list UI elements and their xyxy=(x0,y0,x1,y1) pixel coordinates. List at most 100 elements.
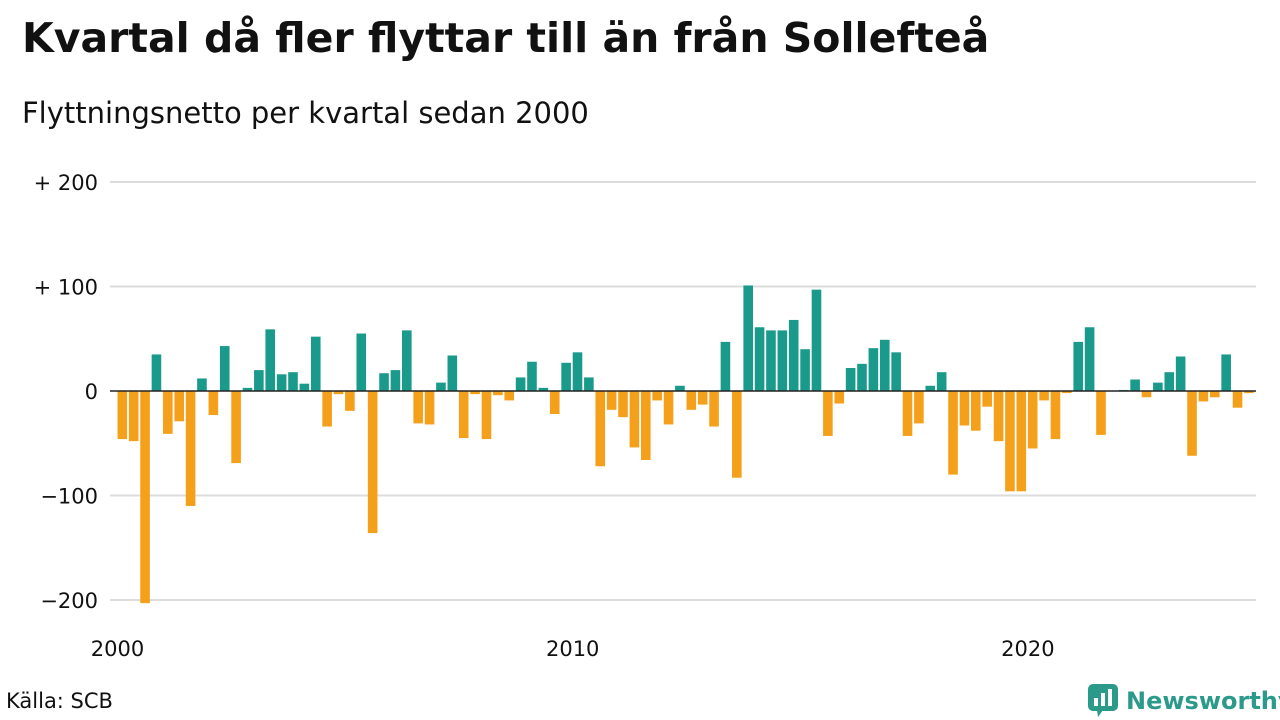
brand-logo: Newsworthy xyxy=(1088,684,1280,718)
bar xyxy=(754,327,765,391)
bar xyxy=(811,289,822,391)
bar xyxy=(185,391,196,506)
x-tick-label: 2020 xyxy=(1001,637,1054,661)
bar xyxy=(561,362,571,391)
bar xyxy=(493,391,503,396)
bars xyxy=(110,285,1256,604)
bar xyxy=(595,391,606,467)
y-tick-label: 0 xyxy=(85,380,98,404)
bar xyxy=(515,377,526,391)
bar xyxy=(356,333,367,391)
bar xyxy=(481,391,492,440)
bar xyxy=(732,391,742,478)
x-tick-label: 2010 xyxy=(546,637,599,661)
bar xyxy=(766,330,776,391)
bar xyxy=(1039,391,1049,401)
bar xyxy=(219,346,230,391)
bar xyxy=(584,377,594,391)
x-tick-label: 2000 xyxy=(91,637,144,661)
bar xyxy=(1187,391,1197,456)
bar xyxy=(925,385,936,391)
bar xyxy=(914,391,924,424)
bar xyxy=(151,354,162,391)
bar xyxy=(436,382,446,391)
y-tick-label: + 100 xyxy=(34,276,98,300)
bar xyxy=(743,285,753,391)
bar xyxy=(447,355,458,391)
chart-subtitle: Flyttningsnetto per kvartal sedan 2000 xyxy=(22,96,589,130)
bar xyxy=(1050,391,1061,440)
bar xyxy=(208,391,219,416)
bar xyxy=(982,391,992,407)
bar xyxy=(504,391,515,401)
bar xyxy=(800,349,810,391)
bar xyxy=(993,391,1004,442)
bar xyxy=(936,372,947,391)
bar xyxy=(834,391,845,404)
bar xyxy=(549,391,560,414)
bar xyxy=(1244,391,1254,394)
bar xyxy=(709,391,719,427)
bar xyxy=(1209,391,1220,398)
bar xyxy=(629,391,640,448)
bar xyxy=(1027,391,1038,449)
brand-name: Newsworthy xyxy=(1126,687,1280,715)
bar xyxy=(299,383,310,391)
bar xyxy=(128,391,139,442)
bar xyxy=(606,391,617,410)
bar xyxy=(879,339,890,391)
bar xyxy=(117,391,128,440)
bar xyxy=(402,330,412,391)
bar xyxy=(1084,327,1095,391)
bar xyxy=(777,330,788,391)
bar xyxy=(572,352,583,391)
bar xyxy=(322,391,332,427)
bar xyxy=(458,391,469,439)
chart-title: Kvartal då fler flyttar till än från Sol… xyxy=(22,14,990,62)
bar xyxy=(470,391,480,395)
bar xyxy=(1141,391,1152,398)
bar xyxy=(333,391,344,395)
bar xyxy=(174,391,184,422)
grid-lines xyxy=(110,181,1256,601)
bar xyxy=(663,391,674,425)
bar xyxy=(254,370,264,391)
bar xyxy=(652,391,662,401)
y-axis-labels: + 200 + 100 0 −100 −200 xyxy=(34,171,98,613)
bar xyxy=(379,373,389,392)
bar xyxy=(310,336,321,391)
x-axis-labels: 2000 2010 2020 xyxy=(91,637,1055,661)
bar xyxy=(1073,341,1084,391)
y-tick-label: + 200 xyxy=(34,171,98,195)
bar xyxy=(1130,379,1140,391)
bar xyxy=(697,391,708,405)
bar xyxy=(413,391,423,424)
bar xyxy=(390,370,401,391)
y-tick-label: −100 xyxy=(40,485,98,509)
bar xyxy=(675,385,685,391)
bar xyxy=(686,391,697,410)
bar xyxy=(1164,372,1175,391)
bar xyxy=(1153,382,1163,391)
bar xyxy=(1016,391,1027,492)
bar xyxy=(288,372,298,391)
bar xyxy=(891,352,901,391)
bar xyxy=(720,341,731,391)
bar xyxy=(845,368,856,391)
bar xyxy=(231,391,241,464)
bar xyxy=(538,387,549,391)
bar xyxy=(1175,356,1186,391)
bar xyxy=(1232,391,1243,408)
bar xyxy=(1005,391,1015,492)
bar xyxy=(424,391,435,425)
bar xyxy=(902,391,913,436)
bar xyxy=(823,391,833,436)
bar xyxy=(345,391,355,411)
bar xyxy=(1221,354,1231,391)
bar xyxy=(527,361,537,391)
bar xyxy=(242,387,253,391)
bar xyxy=(948,391,958,475)
bar xyxy=(1198,391,1209,402)
bar xyxy=(971,391,981,431)
